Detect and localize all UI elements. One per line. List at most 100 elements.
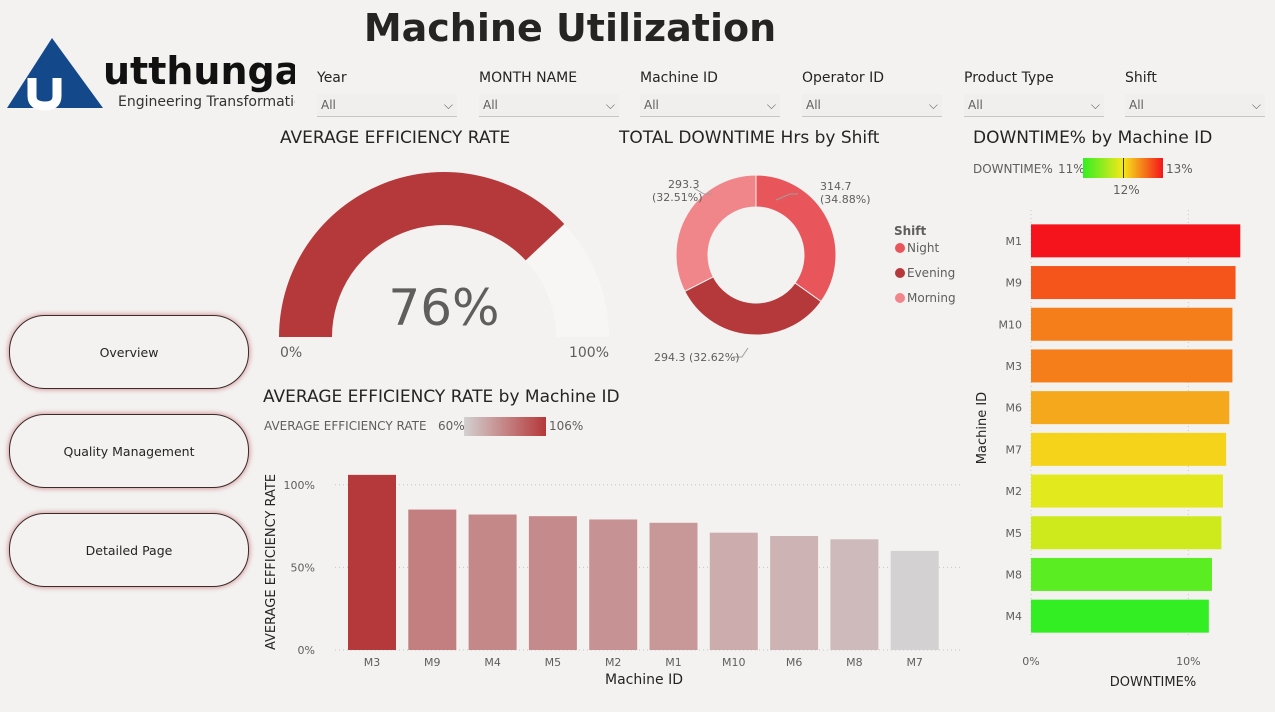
slicer-label: Operator ID (802, 70, 885, 86)
slicer-label: MONTH NAME (479, 70, 578, 86)
x-axis-title: Machine ID (605, 672, 683, 688)
y-tick-label: M10 (999, 318, 1023, 331)
downtime-donut-chart[interactable]: 314.7 (34.88%) 294.3 (32.62%) 293.3 (32.… (630, 160, 970, 375)
legend-item-evening[interactable]: Evening (907, 266, 955, 280)
data-label-morning-value: 293.3 (668, 178, 700, 191)
legend-swatch (895, 268, 905, 278)
bar-m4[interactable] (468, 514, 517, 650)
bar-m7[interactable] (1031, 432, 1227, 466)
legend-swatch (895, 243, 905, 253)
button-label: Detailed Page (85, 542, 173, 558)
y-tick-label: M8 (1006, 568, 1023, 581)
bar-m9[interactable] (408, 509, 457, 650)
gauge-title: AVERAGE EFFICIENCY RATE (280, 128, 511, 148)
slicer-label: Machine ID (640, 70, 718, 86)
y-tick-label: 100% (284, 479, 315, 492)
bar-m5[interactable] (528, 516, 577, 650)
legend-item-morning[interactable]: Morning (907, 291, 956, 305)
downtime-bar-title: DOWNTIME% by Machine ID (973, 128, 1213, 148)
chevron-down-icon: ⌵ (766, 97, 776, 112)
legend-item-night[interactable]: Night (907, 241, 940, 255)
bar-m8[interactable] (830, 539, 879, 650)
x-tick-label: M2 (605, 656, 622, 669)
logo-mark: utthunga Engineering Transformation (7, 38, 311, 111)
slicer-label: Shift (1125, 70, 1157, 86)
quality-management-button[interactable]: Quality Management (9, 414, 249, 488)
efficiency-gradient-legend (464, 417, 546, 436)
slicer-machine-id: Machine ID All ⌵ (640, 70, 780, 117)
chevron-down-icon: ⌵ (605, 97, 615, 112)
donut-slice-morning[interactable] (675, 174, 757, 293)
bar-m8[interactable] (1031, 557, 1212, 591)
slicer-product-type: Product Type All ⌵ (964, 70, 1104, 117)
y-tick-label: M4 (1006, 610, 1023, 623)
legend-marker (1123, 158, 1124, 178)
donut-title: TOTAL DOWNTIME Hrs by Shift (619, 128, 880, 148)
bar-m3[interactable] (348, 474, 396, 650)
slicer-value: All (806, 98, 821, 112)
bar-m2[interactable] (1031, 474, 1223, 508)
gauge-max-label: 100% (569, 345, 609, 361)
bar-m6[interactable] (770, 536, 819, 650)
bar-m3[interactable] (1031, 349, 1233, 383)
donut-label-evening: 294.3 (32.62%) (654, 347, 749, 364)
downtime-legend-max: 13% (1166, 162, 1193, 176)
x-tick-label: M7 (906, 656, 923, 669)
y-axis-title: AVERAGE EFFICIENCY RATE (264, 474, 279, 650)
bar-m4[interactable] (1031, 599, 1209, 633)
svg-text:Engineering Transformation: Engineering Transformation (118, 94, 295, 110)
efficiency-legend-min: 60% (438, 419, 465, 433)
slicer-dropdown-year[interactable]: All ⌵ (317, 94, 457, 117)
x-tick-label: M5 (545, 656, 562, 669)
bar-m10[interactable] (709, 532, 758, 650)
bar-m7[interactable] (890, 550, 939, 650)
bar-m1[interactable] (1031, 224, 1241, 258)
bar-m1[interactable] (649, 522, 698, 650)
slicer-value: All (1129, 98, 1144, 112)
efficiency-bar-chart[interactable]: 0% 50% 100% AVERAGE EFFICIENCY RATE Machine … (255, 440, 970, 695)
slicer-month: MONTH NAME All ⌵ (479, 70, 619, 117)
slicer-label: Year (317, 70, 347, 86)
bar-m9[interactable] (1031, 266, 1236, 300)
data-label-night-value: 314.7 (820, 180, 852, 193)
x-axis-title: DOWNTIME% (1110, 675, 1196, 690)
legend-title: Shift (894, 224, 927, 238)
bar-m6[interactable] (1031, 391, 1230, 425)
slicer-value: All (968, 98, 983, 112)
downtime-bar-chart[interactable]: 0% 10% DOWNTIME% Machine ID M1 M9 M10 M3 M6 M7 M2 M… (965, 200, 1275, 700)
efficiency-gauge[interactable]: 76% 0% 100% (270, 160, 620, 370)
gauge-min-label: 0% (280, 345, 302, 361)
x-tick-label: 10% (1176, 655, 1200, 668)
chevron-down-icon: ⌵ (1251, 97, 1261, 112)
x-tick-label: M1 (665, 656, 682, 669)
detailed-page-button[interactable]: Detailed Page (9, 513, 249, 587)
y-tick-label: 0% (298, 644, 315, 657)
x-tick-label: M9 (424, 656, 441, 669)
data-label-evening: 294.3 (32.62%) (654, 351, 740, 364)
bar-m5[interactable] (1031, 516, 1222, 550)
downtime-legend-mid: 12% (1113, 183, 1140, 197)
button-label: Overview (99, 344, 159, 360)
y-tick-label: 50% (291, 561, 315, 574)
chevron-down-icon: ⌵ (1090, 97, 1100, 112)
downtime-gradient-legend (1083, 158, 1163, 178)
x-tick-label: M10 (722, 656, 746, 669)
bar-m2[interactable] (589, 519, 638, 650)
overview-button[interactable]: Overview (9, 315, 249, 389)
efficiency-legend-label: AVERAGE EFFICIENCY RATE (264, 419, 427, 433)
y-tick-label: M1 (1006, 235, 1023, 248)
efficiency-legend-max: 106% (549, 419, 584, 433)
downtime-legend-min: 11% (1058, 162, 1085, 176)
slicer-dropdown-month[interactable]: All ⌵ (479, 94, 619, 117)
slicer-dropdown-operator-id[interactable]: All ⌵ (802, 94, 942, 117)
utthunga-logo: utthunga Engineering Transformation (5, 38, 311, 113)
legend-swatch (895, 293, 905, 303)
slicer-shift: Shift All ⌵ (1125, 70, 1265, 117)
bar-m10[interactable] (1031, 307, 1233, 341)
slicer-dropdown-product-type[interactable]: All ⌵ (964, 94, 1104, 117)
slicer-dropdown-shift[interactable]: All ⌵ (1125, 94, 1265, 117)
data-label-night-percent: (34.88%) (820, 193, 871, 206)
donut-slice-night[interactable] (755, 174, 837, 303)
slicer-dropdown-machine-id[interactable]: All ⌵ (640, 94, 780, 117)
efficiency-bar-title: AVERAGE EFFICIENCY RATE by Machine ID (263, 387, 620, 407)
